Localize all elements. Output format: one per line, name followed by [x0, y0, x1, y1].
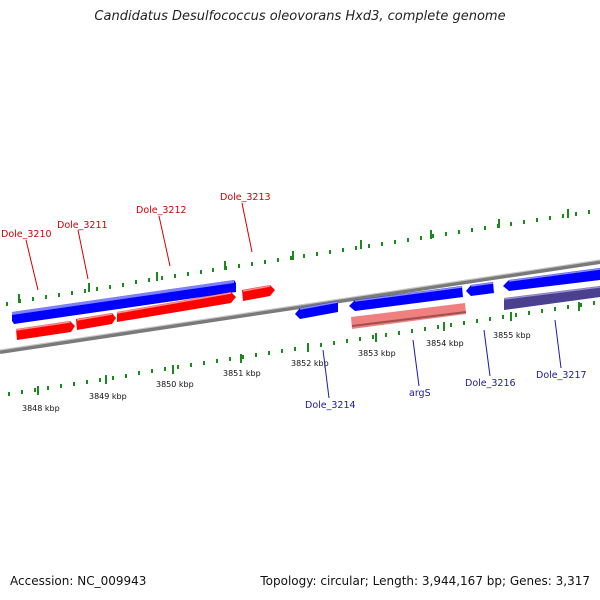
tick-label-3851: 3851 kbp	[223, 369, 261, 378]
gene-label-dole-3214[interactable]: Dole_3214	[305, 400, 356, 411]
gene-arrow-dole-3211[interactable]	[76, 313, 116, 330]
genome-title: Candidatus Desulfococcus oleovorans Hxd3…	[94, 9, 506, 24]
upper-tick-marks	[6, 209, 590, 306]
tick-label-3853: 3853 kbp	[358, 349, 396, 358]
gene-label-dole-3212[interactable]: Dole_3212	[136, 205, 187, 216]
tick-label-3848: 3848 kbp	[22, 404, 60, 413]
reverse-genes-blue	[295, 268, 600, 319]
accession-info: Accession: NC_009943	[10, 574, 147, 588]
genome-stats: Topology: circular; Length: 3,944,167 bp…	[260, 574, 590, 588]
highlight-feature-purple[interactable]	[504, 286, 600, 310]
reverse-gene-labels: Dole_3214 argS Dole_3216 Dole_3217	[305, 319, 587, 411]
tick-label-3849: 3849 kbp	[89, 392, 127, 401]
gene-label-dole-3217[interactable]: Dole_3217	[536, 370, 587, 381]
forward-feature-blue[interactable]	[12, 280, 236, 324]
genome-backbone	[0, 259, 600, 354]
tick-label-3855: 3855 kbp	[493, 331, 531, 340]
gene-label-dole-3216[interactable]: Dole_3216	[465, 378, 516, 389]
gene-label-dole-3210[interactable]: Dole_3210	[1, 229, 52, 240]
gene-arrow-dole-3214[interactable]	[295, 301, 338, 319]
scale-tick-labels: 3848 kbp 3849 kbp 3850 kbp 3851 kbp 3852…	[22, 331, 531, 413]
lower-tick-marks	[8, 301, 595, 396]
tick-label-3854: 3854 kbp	[426, 339, 464, 348]
tick-label-3852: 3852 kbp	[291, 359, 329, 368]
tick-label-3850: 3850 kbp	[156, 380, 194, 389]
gene-arrow-dole-3212[interactable]	[117, 292, 236, 322]
gene-arrow-dole-3210[interactable]	[16, 321, 75, 340]
gene-label-args[interactable]: argS	[409, 388, 431, 399]
gene-arrow-dole-3217[interactable]	[503, 268, 600, 291]
forward-genes-red	[15, 285, 275, 340]
gene-label-dole-3211[interactable]: Dole_3211	[57, 220, 108, 231]
forward-gene-labels: Dole_3210 Dole_3211 Dole_3212 Dole_3213	[1, 192, 271, 291]
gene-label-dole-3213[interactable]: Dole_3213	[220, 192, 271, 203]
gene-arrow-args[interactable]	[349, 286, 463, 311]
